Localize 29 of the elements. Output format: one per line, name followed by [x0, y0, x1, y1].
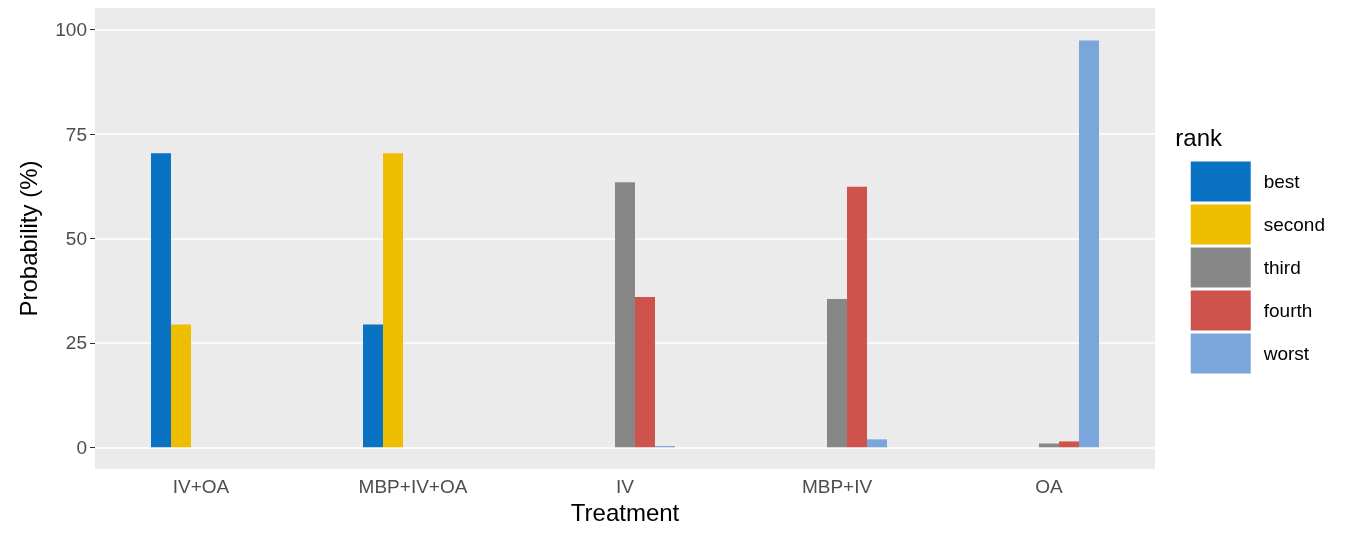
- bar: [363, 324, 383, 448]
- legend-label: fourth: [1263, 300, 1313, 321]
- bar: [383, 153, 403, 448]
- bar: [615, 182, 635, 448]
- x-tick-label: IV: [616, 476, 635, 497]
- bar: [827, 299, 847, 448]
- bar: [847, 186, 867, 448]
- y-tick-label: 50: [65, 228, 87, 249]
- bar: [635, 296, 655, 448]
- x-tick-label: MBP+IV+OA: [358, 476, 468, 497]
- bar: [1079, 40, 1099, 448]
- y-tick-label: 0: [76, 436, 87, 458]
- bar: [151, 153, 171, 448]
- x-tick-label: IV+OA: [172, 476, 230, 497]
- bar: [171, 324, 191, 448]
- y-axis-title: Probability (%): [14, 160, 42, 317]
- legend-label: third: [1263, 257, 1301, 278]
- y-tick-label: 25: [65, 332, 87, 354]
- legend-title: rank: [1175, 123, 1223, 151]
- bar: [1059, 441, 1079, 448]
- legend-label: second: [1263, 214, 1326, 235]
- legend-label: worst: [1262, 343, 1310, 364]
- bar: [867, 439, 887, 448]
- x-tick-label: OA: [1035, 476, 1064, 497]
- y-tick-label: 75: [65, 123, 87, 145]
- x-axis-title: Treatment: [570, 499, 680, 527]
- y-tick-label: 100: [55, 19, 87, 41]
- x-tick-label: MBP+IV: [801, 476, 873, 497]
- legend-label: best: [1263, 171, 1301, 192]
